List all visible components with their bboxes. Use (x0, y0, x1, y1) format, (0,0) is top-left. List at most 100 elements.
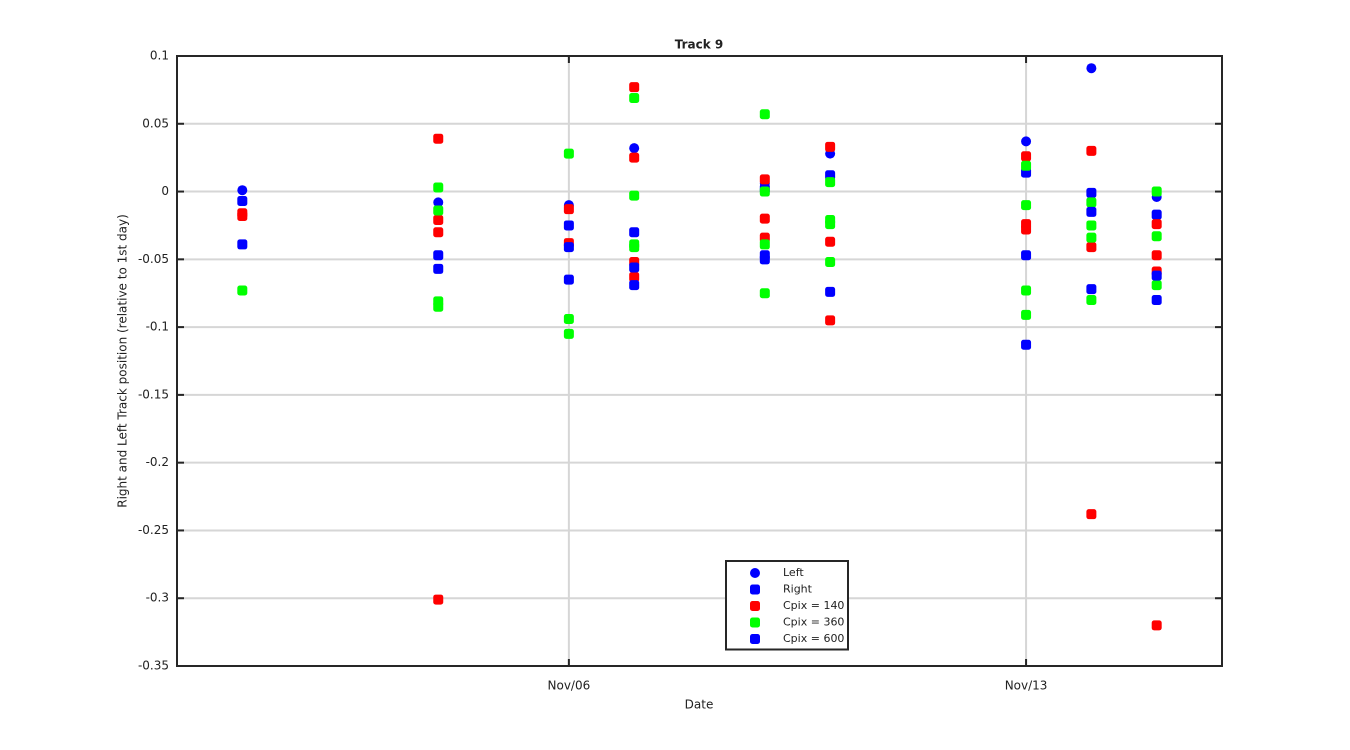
point (759, 174, 770, 185)
point (1021, 250, 1032, 261)
point (825, 177, 836, 188)
point (1151, 270, 1162, 281)
point (433, 250, 444, 261)
point (629, 82, 640, 93)
point (433, 133, 444, 144)
legend-label: Right (783, 583, 813, 596)
point (1086, 197, 1097, 208)
point (1151, 250, 1162, 261)
legend-label: Cpix = 600 (783, 632, 844, 645)
point (629, 227, 640, 238)
legend-marker (750, 601, 760, 611)
point (759, 254, 770, 265)
legend-marker (750, 617, 760, 628)
point (1086, 284, 1097, 295)
x-axis-label: Date (685, 698, 714, 712)
point (629, 262, 640, 273)
y-tick-label: -0.1 (146, 320, 169, 334)
legend-label: Cpix = 140 (783, 599, 844, 612)
point (1086, 145, 1097, 156)
legend-label: Cpix = 360 (783, 616, 844, 629)
point (1021, 339, 1032, 350)
point (433, 263, 444, 274)
point (433, 215, 444, 226)
point (237, 210, 248, 221)
point (1151, 295, 1162, 305)
grid (177, 55, 1222, 667)
point (759, 186, 770, 197)
y-axis-label: Right and Left Track position (relative … (116, 214, 130, 508)
point (1151, 186, 1162, 197)
point (433, 227, 444, 238)
plot-frame (176, 55, 1223, 667)
point (1086, 220, 1097, 231)
point (1021, 151, 1032, 162)
point (629, 143, 640, 154)
y-tick-label: 0 (161, 184, 169, 198)
point (433, 301, 444, 312)
x-tick-label: Nov/13 (1005, 679, 1048, 693)
point (1086, 187, 1097, 198)
points (237, 63, 1162, 631)
point (563, 220, 574, 231)
point (629, 242, 640, 253)
legend: Left Right Cpix = 140 Cpix = 360 Cpix = 600 (725, 560, 849, 651)
point (563, 274, 574, 285)
point (1086, 63, 1097, 74)
y-tick-label: -0.05 (138, 252, 169, 266)
legend-marker (750, 634, 760, 644)
point (1086, 242, 1097, 253)
point (433, 594, 444, 605)
point (1021, 136, 1032, 147)
point (1151, 209, 1162, 220)
point (1021, 200, 1032, 211)
point (1151, 231, 1162, 242)
y-tick-label: 0.1 (150, 49, 169, 63)
point (759, 213, 770, 224)
point (1086, 232, 1097, 243)
point (825, 236, 836, 247)
point (1021, 224, 1032, 235)
y-tick-label: -0.3 (146, 591, 169, 605)
point (237, 285, 248, 296)
point (759, 239, 770, 250)
point (563, 313, 574, 324)
point (563, 328, 574, 339)
point (433, 197, 444, 208)
point (237, 196, 248, 207)
point (563, 242, 574, 253)
point (825, 257, 836, 268)
legend-marker (750, 584, 760, 595)
y-tick-label: -0.25 (138, 523, 169, 537)
point (1086, 509, 1097, 520)
legend-box (725, 560, 849, 651)
point (237, 239, 248, 250)
point (629, 152, 640, 163)
point (563, 204, 574, 215)
point (433, 182, 444, 193)
point (629, 271, 640, 282)
axes: 0.1 0.05 0 -0.05 -0.1 -0.15 -0.2 -0.25 -0.3 -0.35… (138, 49, 1223, 693)
y-tick-label: 0.05 (142, 116, 169, 130)
point (825, 141, 836, 152)
point (825, 315, 836, 326)
point (1151, 280, 1162, 291)
point (629, 93, 640, 104)
point (1151, 219, 1162, 230)
point (1021, 309, 1032, 320)
y-tick-label: -0.15 (138, 387, 169, 401)
point (237, 185, 248, 196)
point (563, 148, 574, 159)
point (825, 219, 836, 230)
point (1021, 285, 1032, 296)
point (759, 109, 770, 120)
point (759, 288, 770, 299)
point (629, 190, 640, 201)
point (825, 286, 836, 297)
legend-marker (750, 568, 760, 578)
y-tick-label: -0.35 (138, 659, 169, 673)
x-tick-label: Nov/06 (548, 679, 591, 693)
point (1021, 160, 1032, 171)
chart-title: Track 9 (675, 38, 724, 52)
